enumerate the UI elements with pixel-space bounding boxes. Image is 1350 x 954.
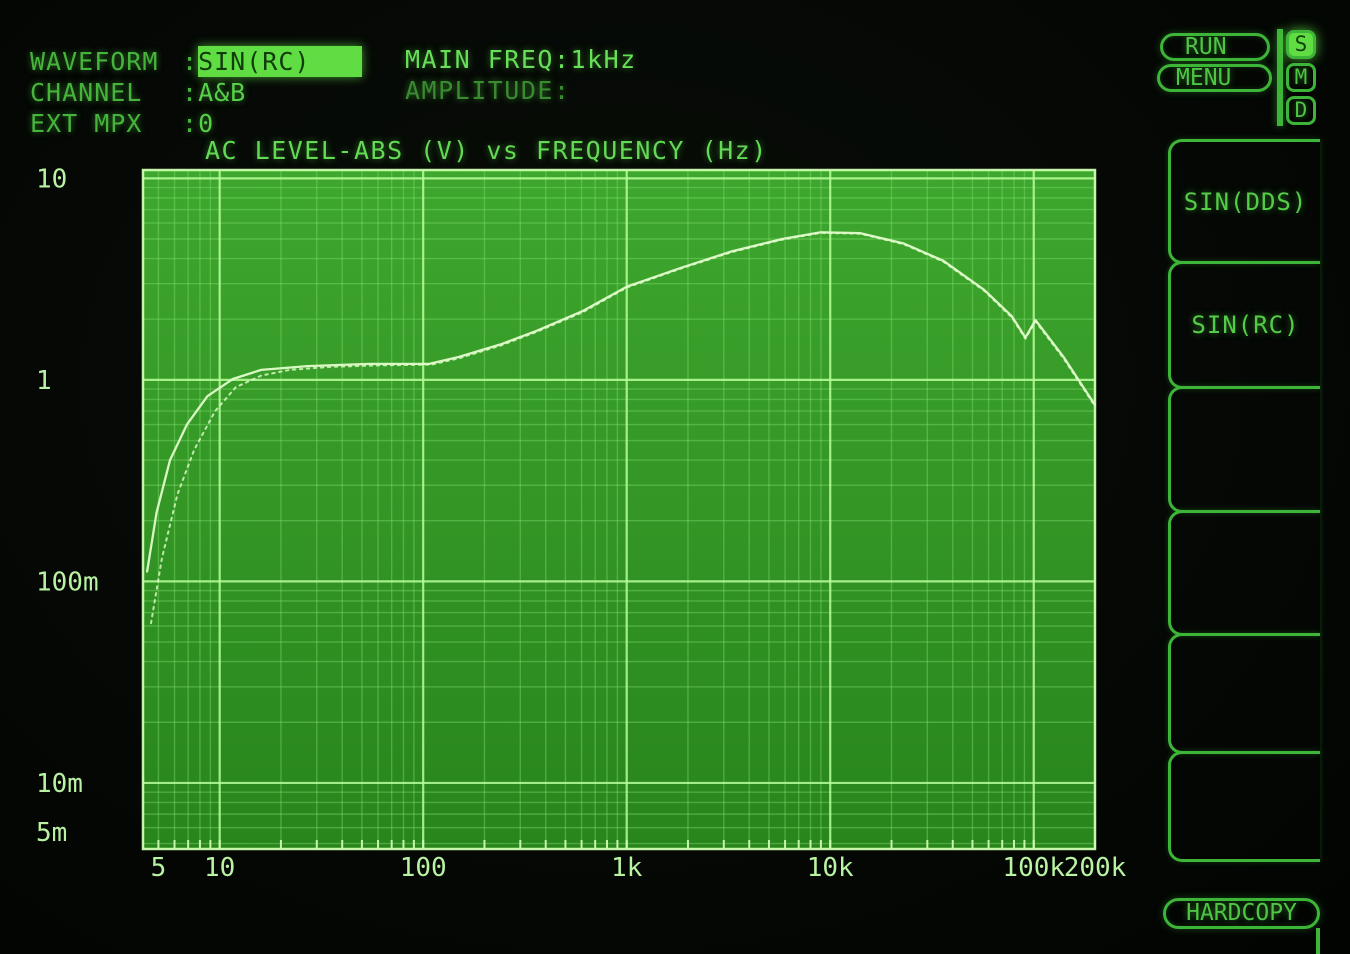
run-button[interactable]: RUN	[1160, 33, 1270, 61]
softkey-empty-6[interactable]	[1168, 751, 1320, 862]
trace-channel-b	[150, 231, 1096, 625]
x-tick-label: 1k	[611, 853, 643, 883]
status-block: WAVEFORM:SIN(RC) CHANNEL:A&B EXT MPX:0	[30, 46, 363, 139]
main-freq-label: MAIN FREQ:	[405, 45, 571, 74]
status-row-waveform: WAVEFORM:SIN(RC)	[30, 46, 363, 77]
status-separator: :	[182, 47, 199, 76]
softkey-empty-5[interactable]	[1168, 633, 1320, 754]
status-separator: :	[182, 109, 199, 138]
x-tick-label: 200k	[1064, 853, 1127, 883]
status-label: EXT MPX	[30, 109, 143, 138]
y-tick-label: 5m	[36, 818, 67, 848]
status-label: WAVEFORM	[30, 47, 159, 76]
hardcopy-button[interactable]: HARDCOPY	[1163, 898, 1320, 929]
plot-area	[143, 170, 1095, 849]
plot-border	[141, 168, 1097, 851]
amplitude-label: AMPLITUDE:	[405, 76, 571, 105]
status-value: 0	[198, 109, 215, 138]
generator-block: MAIN FREQ:1kHz AMPLITUDE:	[405, 44, 637, 106]
softkey-empty-3[interactable]	[1168, 386, 1320, 513]
chart-title: AC LEVEL-ABS (V) vs FREQUENCY (Hz)	[205, 136, 768, 165]
grid-lines	[143, 170, 1096, 849]
y-tick-label: 100m	[36, 567, 99, 597]
x-tick-label: 10	[204, 853, 235, 883]
main-freq-value: 1kHz	[570, 45, 637, 74]
softkey-label: SIN(DDS)	[1183, 187, 1308, 216]
indicator-divider-bar	[1277, 29, 1283, 126]
y-tick-label: 10	[36, 164, 67, 194]
y-tick-label: 1	[36, 366, 52, 396]
x-tick-label: 5	[151, 853, 167, 883]
status-value-selected[interactable]: SIN(RC)	[198, 46, 363, 77]
mode-indicator-d: D	[1286, 96, 1316, 125]
status-value: A&B	[198, 78, 247, 107]
softkey-sin-rc[interactable]: SIN(RC)	[1168, 261, 1320, 389]
status-row-channel: CHANNEL:A&B	[30, 77, 362, 108]
menu-button[interactable]: MENU	[1157, 64, 1272, 92]
x-tick-label: 100k	[1002, 853, 1065, 883]
softkey-label: SIN(RC)	[1191, 311, 1300, 339]
x-tick-label: 10k	[807, 853, 854, 883]
status-label: CHANNEL	[30, 78, 143, 107]
softkey-empty-4[interactable]	[1168, 510, 1320, 636]
y-tick-label: 10m	[36, 769, 83, 799]
mode-indicator-m: M	[1286, 63, 1316, 92]
bottom-right-border-line	[1316, 928, 1320, 954]
softkey-panel: SIN(DDS) SIN(RC)	[1168, 139, 1320, 862]
trace-channel-a	[145, 231, 1097, 573]
status-row-ext-mpx: EXT MPX:0	[30, 108, 362, 139]
x-tick-label: 100	[400, 853, 447, 883]
amplitude-row: AMPLITUDE:	[405, 75, 637, 106]
status-separator: :	[182, 78, 199, 107]
bottom-tick-marks	[157, 840, 1096, 848]
softkey-sin-dds[interactable]: SIN(DDS)	[1168, 139, 1320, 264]
mode-indicator-s: S	[1286, 30, 1316, 59]
main-freq-row: MAIN FREQ:1kHz	[405, 44, 637, 75]
